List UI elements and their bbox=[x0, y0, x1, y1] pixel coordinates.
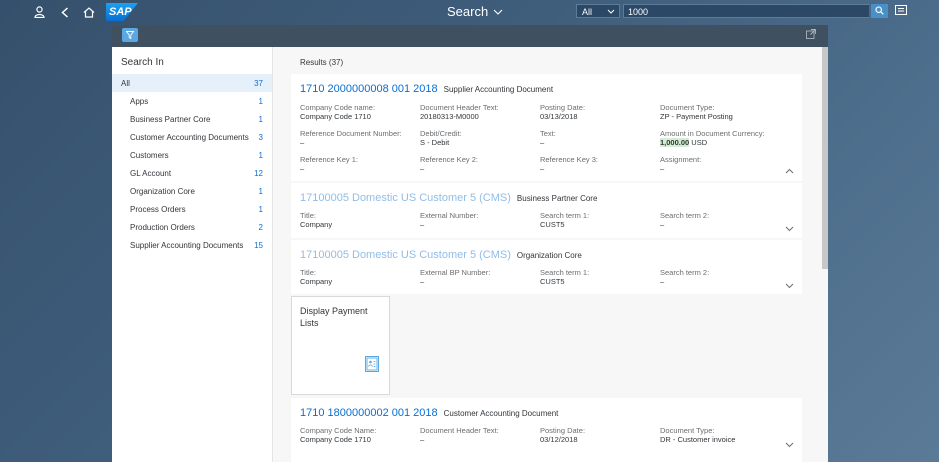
sap-logo[interactable]: SAP bbox=[106, 3, 138, 21]
facet-item-organization-core[interactable]: Organization Core 1 bbox=[112, 182, 272, 200]
result-attribute: Document Header Text: – bbox=[420, 426, 499, 444]
facet-count: 1 bbox=[258, 186, 263, 196]
search-scope-select[interactable]: All bbox=[576, 4, 620, 18]
result-type: Customer Accounting Document bbox=[443, 409, 559, 418]
shell-bar: SAP Search All 1000 bbox=[0, 0, 939, 24]
facet-item-business-partner-core[interactable]: Business Partner Core 1 bbox=[112, 110, 272, 128]
chevron-down-icon bbox=[493, 9, 503, 15]
shell-title: Search bbox=[447, 4, 489, 19]
facet-item-customers[interactable]: Customers 1 bbox=[112, 146, 272, 164]
result-attribute: Reference Key 3: – bbox=[540, 155, 598, 173]
facet-label: GL Account bbox=[130, 168, 172, 178]
facet-count: 15 bbox=[254, 240, 263, 250]
result-attribute: Search term 1: CUST5 bbox=[540, 211, 590, 229]
facet-label: Process Orders bbox=[130, 204, 186, 214]
facet-count: 37 bbox=[254, 78, 263, 88]
facet-label: Customer Accounting Documents bbox=[130, 132, 249, 142]
facet-item-process-orders[interactable]: Process Orders 1 bbox=[112, 200, 272, 218]
result-title-link[interactable]: 1710 2000000008 001 2018 bbox=[300, 83, 438, 95]
result-title-link[interactable]: 1710 1800000002 001 2018 bbox=[300, 407, 438, 419]
result-title-link[interactable]: 17100005 Domestic US Customer 5 (CMS) bbox=[300, 249, 511, 261]
facet-label: Customers bbox=[130, 150, 169, 160]
result-type: Business Partner Core bbox=[516, 194, 598, 203]
result-type: Organization Core bbox=[516, 251, 582, 260]
facet-count: 1 bbox=[258, 96, 263, 106]
result-attribute: Title: Company bbox=[300, 211, 333, 229]
result-item: 1710 2000000008 001 2018 Supplier Accoun… bbox=[291, 74, 802, 181]
user-icon[interactable] bbox=[30, 3, 48, 21]
facet-label: Business Partner Core bbox=[130, 114, 211, 124]
result-item: 1710 1800000002 001 2018 Customer Accoun… bbox=[291, 398, 802, 462]
facet-item-production-orders[interactable]: Production Orders 2 bbox=[112, 218, 272, 236]
collapse-chevron-up-icon[interactable] bbox=[785, 166, 794, 176]
result-attribute: Company Code name: Company Code 1710 bbox=[300, 103, 376, 121]
search-in-panel: Search In All 37 Apps 1 Business Partner… bbox=[112, 47, 273, 462]
highlighted-match: 1,000.00 bbox=[660, 138, 690, 147]
facet-label: Apps bbox=[130, 96, 149, 106]
result-attribute: External BP Number: – bbox=[420, 268, 491, 286]
result-attribute: Search term 2: – bbox=[660, 268, 710, 286]
notifications-menu-icon[interactable] bbox=[895, 5, 907, 16]
result-attribute: Title: Company bbox=[300, 268, 333, 286]
facet-label: Production Orders bbox=[130, 222, 195, 232]
result-attribute: Document Type: DR - Customer invoice bbox=[660, 426, 736, 444]
result-title-link[interactable]: 17100005 Domestic US Customer 5 (CMS) bbox=[300, 192, 511, 204]
facet-label: Organization Core bbox=[130, 186, 195, 196]
facet-count: 1 bbox=[258, 204, 263, 214]
result-type: Supplier Accounting Document bbox=[443, 85, 554, 94]
result-attribute: Search term 2: – bbox=[660, 211, 710, 229]
shell-title-menu[interactable]: Search bbox=[447, 4, 503, 19]
results-scrollbar[interactable] bbox=[822, 47, 828, 269]
filter-icon bbox=[125, 31, 135, 40]
facet-count: 1 bbox=[258, 150, 263, 160]
facet-label: Supplier Accounting Documents bbox=[130, 240, 244, 250]
back-icon[interactable] bbox=[56, 3, 74, 21]
app-tile-display-payment-lists[interactable]: Display Payment Lists bbox=[291, 296, 390, 395]
facet-count: 2 bbox=[258, 222, 263, 232]
expand-icon[interactable] bbox=[806, 29, 816, 42]
result-attribute: External Number: – bbox=[420, 211, 479, 229]
expand-chevron-down-icon[interactable] bbox=[785, 281, 794, 291]
search-icon bbox=[875, 6, 884, 15]
facet-count: 3 bbox=[258, 132, 263, 142]
result-item: 17100005 Domestic US Customer 5 (CMS) Bu… bbox=[291, 183, 802, 238]
result-attribute: Assignment: – bbox=[660, 155, 702, 173]
search-dialog: Search In All 37 Apps 1 Business Partner… bbox=[112, 25, 828, 462]
facet-count: 1 bbox=[258, 114, 263, 124]
result-attribute: Debit/Credit: S - Debit bbox=[420, 129, 462, 147]
chevron-down-icon bbox=[607, 5, 615, 23]
facet-item-customer-accounting-documents[interactable]: Customer Accounting Documents 3 bbox=[112, 128, 272, 146]
expand-chevron-down-icon[interactable] bbox=[785, 224, 794, 234]
home-icon[interactable] bbox=[80, 3, 98, 21]
results-panel: Results (37) 1710 2000000008 001 2018 Su… bbox=[273, 47, 828, 462]
result-attribute: Reference Key 2: – bbox=[420, 155, 478, 173]
result-attribute: Posting Date: 03/12/2018 bbox=[540, 426, 586, 444]
result-attribute: Text: – bbox=[540, 129, 556, 147]
results-title: Results (37) bbox=[300, 58, 344, 67]
app-tile-title: Display Payment Lists bbox=[300, 306, 368, 328]
search-scope-value: All bbox=[582, 7, 593, 17]
payment-list-icon bbox=[365, 356, 379, 372]
result-attribute: Reference Document Number: – bbox=[300, 129, 402, 147]
dialog-header bbox=[112, 25, 828, 47]
facet-item-supplier-accounting-documents[interactable]: Supplier Accounting Documents 15 bbox=[112, 236, 272, 254]
search-input[interactable]: 1000 bbox=[623, 4, 869, 18]
result-attribute: Company Code Name: Company Code 1710 bbox=[300, 426, 377, 444]
facet-count: 12 bbox=[254, 168, 263, 178]
facet-item-gl-account[interactable]: GL Account 12 bbox=[112, 164, 272, 182]
expand-chevron-down-icon[interactable] bbox=[785, 440, 794, 450]
search-in-heading: Search In bbox=[121, 57, 164, 68]
facet-item-apps[interactable]: Apps 1 bbox=[112, 92, 272, 110]
result-attribute-amount: Amount in Document Currency: 1,000.00 USD bbox=[660, 129, 765, 147]
result-attribute: Posting Date: 03/13/2018 bbox=[540, 103, 586, 121]
search-button[interactable] bbox=[871, 4, 888, 18]
facet-label: All bbox=[121, 78, 130, 88]
result-item: 17100005 Domestic US Customer 5 (CMS) Or… bbox=[291, 240, 802, 294]
result-attribute: Document Type: ZP - Payment Posting bbox=[660, 103, 733, 121]
result-attribute: Document Header Text: 20180313-M0000 bbox=[420, 103, 499, 121]
result-attribute: Reference Key 1: – bbox=[300, 155, 358, 173]
filter-button[interactable] bbox=[122, 28, 138, 42]
facet-item-all[interactable]: All 37 bbox=[112, 74, 272, 92]
result-attribute: Search term 1: CUST5 bbox=[540, 268, 590, 286]
